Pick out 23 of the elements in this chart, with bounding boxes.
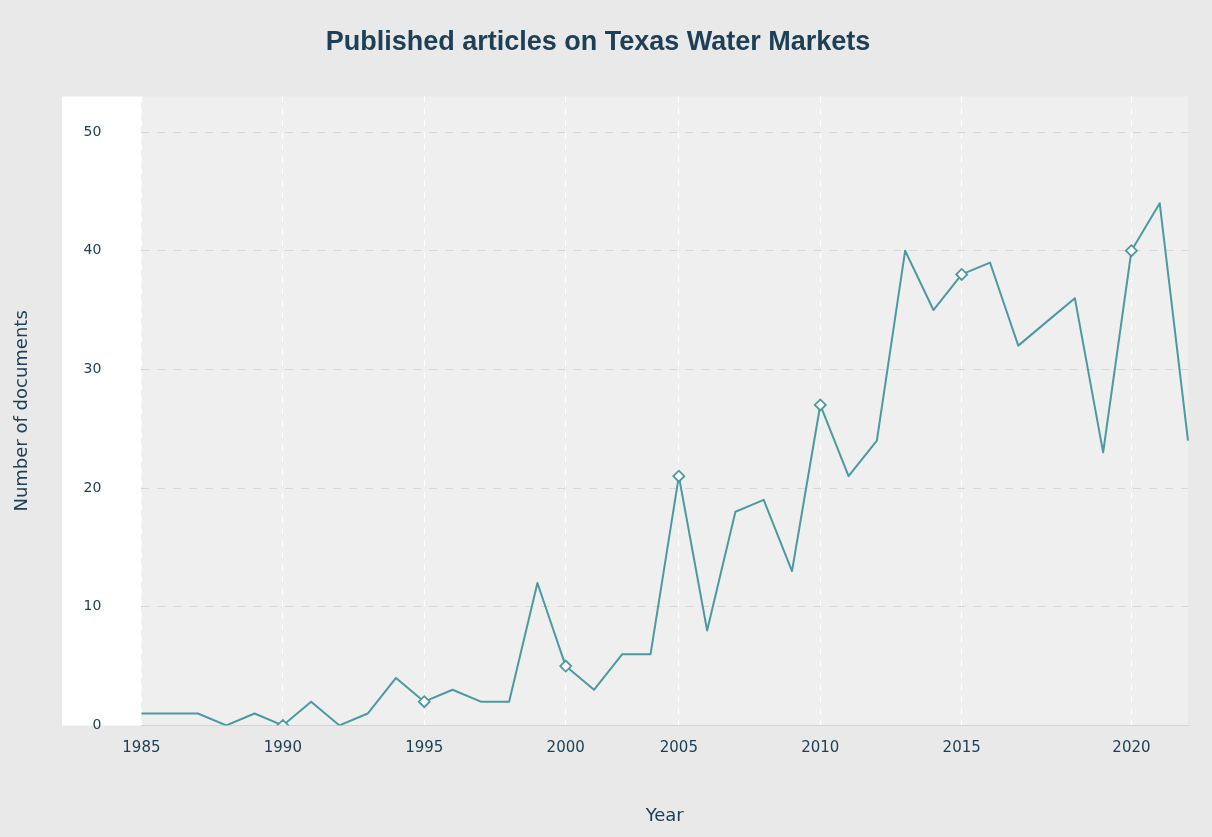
y-tick-label: 50 xyxy=(83,122,102,139)
point xyxy=(672,469,686,483)
x-tick-label: 1990 xyxy=(263,738,302,757)
point xyxy=(813,398,827,412)
x-tick-label: 1985 xyxy=(122,738,161,757)
y-tick-label: 0 xyxy=(92,716,102,733)
x-tick-label: 2005 xyxy=(659,738,698,757)
x-tick-label: 2010 xyxy=(801,738,840,757)
y-tick-label: 20 xyxy=(83,478,102,495)
point xyxy=(417,695,431,709)
point xyxy=(955,268,969,281)
point xyxy=(559,659,573,673)
y-tick-label: 40 xyxy=(83,241,102,258)
x-tick-label: 1995 xyxy=(405,738,444,757)
x-tick-label: 2015 xyxy=(942,738,981,757)
chart-title: Published articles on Texas Water Markets xyxy=(325,25,871,56)
x-tick-label: 2000 xyxy=(546,738,585,757)
point xyxy=(1125,244,1138,258)
x-axis-title: Year xyxy=(644,803,685,825)
y-tick-label: 30 xyxy=(83,360,102,376)
y-axis-title: Number of documents xyxy=(10,310,32,512)
y-tick-label: 10 xyxy=(83,597,102,614)
x-tick-label: 2020 xyxy=(1112,738,1151,757)
